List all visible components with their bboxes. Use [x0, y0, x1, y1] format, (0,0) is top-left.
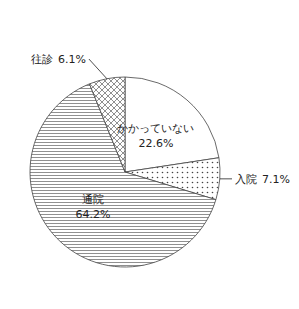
slice-label: 往診: [31, 53, 53, 66]
chart: かかっていない 22.6% 入院 7.1% 通院 64.2% 往診 6.1%: [0, 0, 299, 309]
data-label: 7.1%: [262, 173, 290, 186]
labels: かかっていない 22.6% 入院 7.1% 通院 64.2% 往診 6.1%: [31, 53, 290, 221]
slices: [30, 77, 220, 267]
leader-line: [89, 59, 107, 79]
slice-label-group: 入院 7.1%: [235, 173, 290, 186]
slice-label: 入院: [235, 173, 257, 186]
data-label: 64.2%: [75, 208, 110, 221]
slice-label: 通院: [82, 193, 104, 206]
slice-label: かかっていない: [117, 122, 194, 135]
data-label: 6.1%: [58, 53, 86, 66]
leader-line: [220, 178, 232, 179]
data-label: 22.6%: [138, 137, 173, 150]
slice-label-group: 往診 6.1%: [31, 53, 86, 66]
